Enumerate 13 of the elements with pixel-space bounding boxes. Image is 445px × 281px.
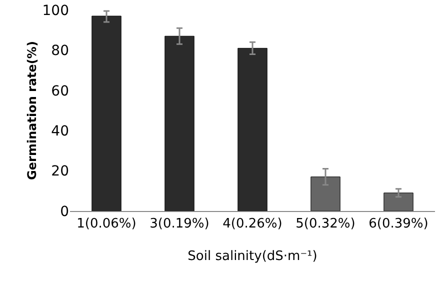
y-axis-title: Germination rate(%) xyxy=(25,41,39,180)
y-tick-label: 100 xyxy=(42,2,69,19)
y-tick-label: 40 xyxy=(51,124,69,140)
x-tick-label: 1(0.06%) xyxy=(76,216,136,232)
x-tick-label: 3(0.19%) xyxy=(150,216,210,232)
y-tick-label: 60 xyxy=(51,83,69,100)
x-tick-label: 6(0.39%) xyxy=(368,216,428,232)
x-tick-label: 5(0.32%) xyxy=(296,216,356,232)
y-tick-label: 20 xyxy=(51,164,69,180)
y-tick-label: 0 xyxy=(60,204,69,220)
x-tick-label: 4(0.26%) xyxy=(222,216,282,232)
x-axis-title: Soil salinity(dS·m⁻¹) xyxy=(188,249,318,264)
y-tick-label: 80 xyxy=(51,43,69,60)
